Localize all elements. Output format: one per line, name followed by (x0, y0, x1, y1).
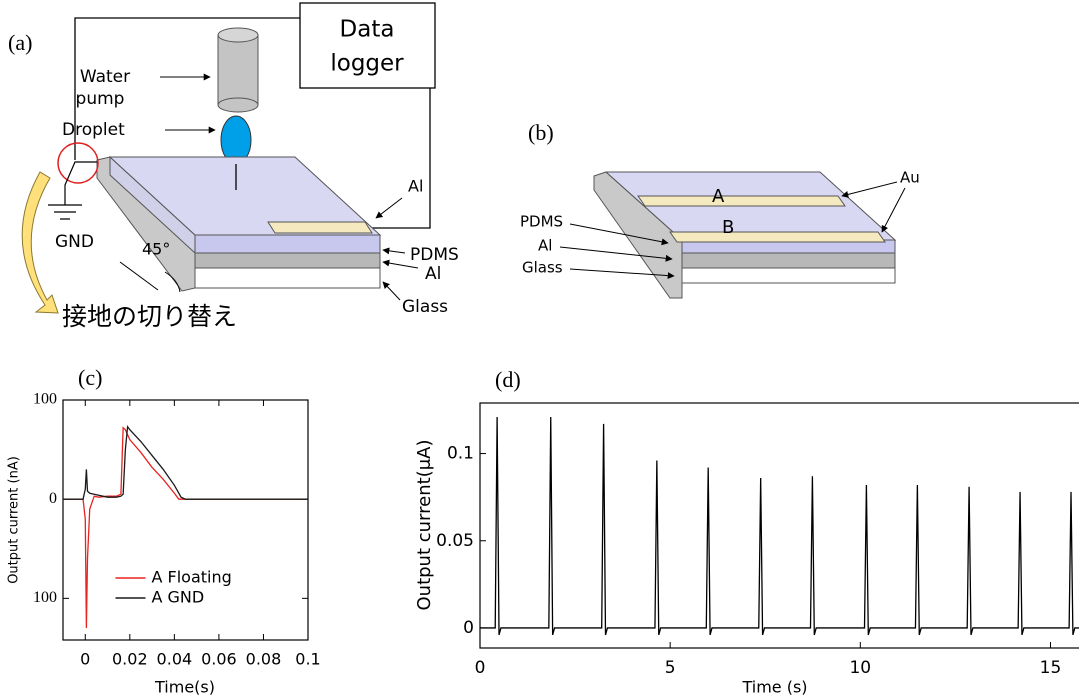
label: Au (900, 169, 920, 187)
x-tick-label: 0.06 (201, 650, 237, 669)
figure: (a) Data logger Water pump Droplet Al (0, 0, 1079, 700)
label: PDMS (520, 213, 563, 231)
y-axis-label: Output current(μA) (414, 440, 435, 611)
y-tick-label: 100 (33, 589, 57, 606)
x-axis-label: Time (s) (741, 678, 807, 697)
label: Al (538, 237, 552, 255)
x-tick-label: 15 (1040, 658, 1062, 678)
label: Glass (402, 297, 448, 317)
x-tick-label: 0.04 (157, 650, 193, 669)
label: Al (425, 264, 441, 284)
device-b (594, 172, 895, 298)
label: A (712, 186, 725, 207)
arrow (376, 198, 402, 218)
switch-arrow (22, 172, 58, 313)
x-tick-label: 0.02 (112, 650, 148, 669)
panel-label: (c) (78, 365, 102, 390)
plot-frame (480, 403, 1079, 648)
x-tick-label: 5 (665, 658, 676, 678)
y-tick-label: 0 (49, 490, 57, 507)
panel-label: (a) (8, 30, 32, 55)
label: Water (80, 67, 130, 87)
legend-label: A GND (152, 588, 205, 607)
y-tick-label: 0 (463, 618, 474, 638)
y-tick-label: 0.05 (436, 531, 474, 551)
device-a (97, 157, 380, 291)
ground-symbol (48, 162, 97, 219)
logger-text: logger (330, 51, 404, 77)
label: 45° (142, 240, 170, 259)
series-line (480, 417, 1079, 635)
arrow (383, 250, 405, 253)
label: Droplet (62, 120, 125, 140)
label: Glass (522, 259, 563, 277)
label: GND (55, 232, 94, 252)
series-line (63, 427, 308, 499)
legend-label: A Floating (152, 568, 232, 587)
y-tick-label: 100 (33, 391, 57, 408)
panel-label: (d) (495, 367, 521, 392)
wire (372, 88, 430, 228)
x-tick-label: 0.08 (246, 650, 282, 669)
x-tick-label: 10 (849, 658, 871, 678)
panel-a: (a) Data logger Water pump Droplet Al (8, 3, 459, 331)
y-axis-label: Output current (nA) (7, 456, 22, 584)
x-tick-label: 0 (475, 658, 486, 678)
pump (218, 28, 258, 112)
panel-b: (b) A B Au PDMS Al Glass (520, 120, 920, 298)
arrow (842, 182, 897, 196)
panel-label: (b) (528, 120, 554, 145)
x-tick-label: 0.1 (295, 650, 320, 669)
label: pump (76, 89, 125, 109)
page: {"panels": { "a": {"label": "(a)", "data… (0, 0, 1079, 700)
y-tick-label: 0.1 (447, 444, 474, 464)
x-tick-label: 0 (80, 650, 90, 669)
note: 接地の切り替え (62, 302, 237, 331)
label: Al (408, 177, 423, 196)
label: PDMS (410, 245, 459, 265)
arrow (383, 282, 400, 300)
x-axis-label: Time(s) (154, 678, 215, 697)
label: B (722, 217, 734, 238)
logger-text: Data (340, 17, 395, 43)
ground-switch (58, 143, 98, 183)
arrow (882, 188, 905, 232)
